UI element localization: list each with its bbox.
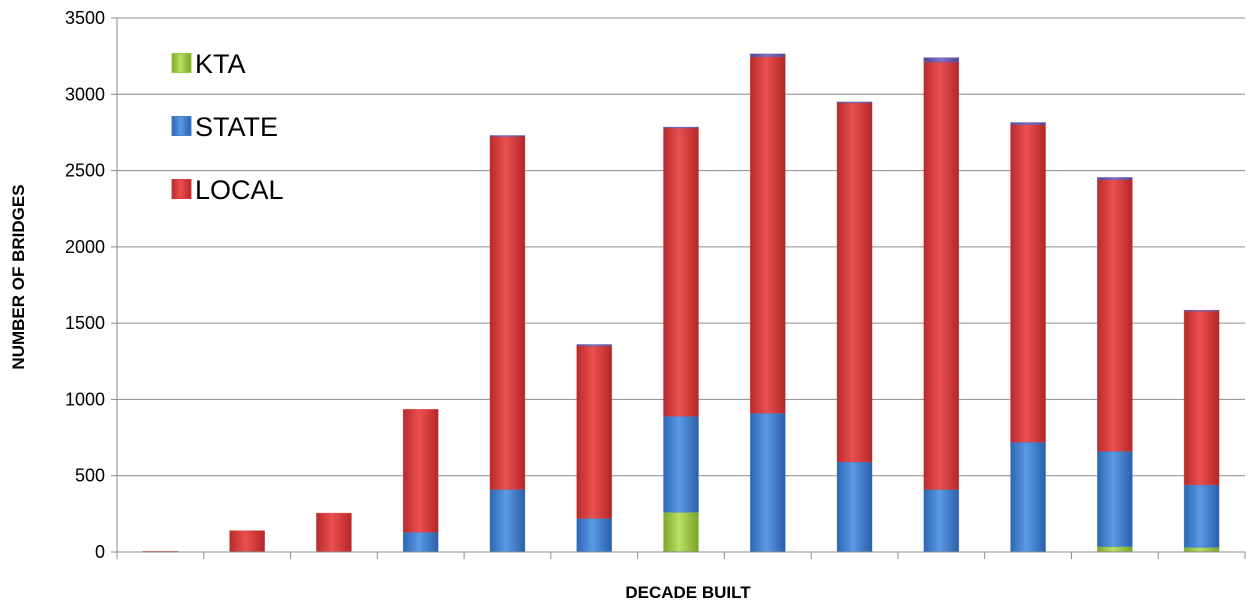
y-axis-title: NUMBER OF BRIDGES (9, 184, 28, 369)
bar-segment-kta (1183, 547, 1220, 553)
bar-segment-top (1010, 122, 1046, 126)
legend-swatch (171, 116, 192, 136)
bar-segment-state (836, 461, 873, 553)
bar-segment-state (1097, 451, 1133, 547)
y-tick-label: 3500 (65, 8, 105, 28)
bar-segment-local (489, 135, 526, 490)
bar-segment-local (749, 56, 786, 414)
legend-swatch (171, 179, 192, 199)
bar-segment-local (1183, 310, 1220, 486)
axes: 0 500 1000 1500 2000 2500 3000 3500 (65, 8, 1246, 562)
bar-segment-local (402, 409, 439, 533)
bar-segment-top (923, 57, 960, 63)
bar-segment-kta (1097, 546, 1133, 553)
bar-segment-state (749, 412, 786, 553)
legend-swatch (171, 53, 192, 73)
y-tick-label: 3000 (65, 84, 105, 104)
y-tick-label: 2500 (65, 161, 105, 181)
bar-segment-top (663, 126, 699, 129)
bar-segment-top (489, 135, 526, 137)
bar-segment-top (1097, 177, 1133, 181)
bar-segment-top (1183, 309, 1220, 312)
bars (142, 53, 1220, 553)
bar-segment-state (1183, 484, 1220, 548)
bar-segment-local (663, 127, 699, 417)
bar-segment-state (576, 518, 613, 553)
bar-segment-state (489, 489, 526, 553)
legend-label: LOCAL (195, 175, 284, 205)
legend-item-state: STATE (171, 112, 278, 142)
bar-segment-local (316, 512, 352, 553)
bar-segment-local (229, 530, 265, 553)
bar-segment-top (749, 53, 786, 58)
bar-segment-state (1010, 441, 1046, 553)
legend-label: KTA (195, 49, 246, 79)
y-tick-label: 1000 (65, 389, 105, 409)
bar-segment-kta (663, 512, 699, 553)
legend-label: STATE (195, 112, 278, 142)
y-tick-label: 2000 (65, 237, 105, 257)
bar-segment-local (1097, 179, 1133, 452)
x-axis-title: DECADE BUILT (625, 583, 751, 602)
y-tick-label: 1500 (65, 313, 105, 333)
bar-segment-top (836, 101, 873, 104)
legend-item-kta: KTA (171, 49, 246, 79)
y-tick-label: 0 (95, 542, 105, 562)
bar-segment-state (402, 531, 439, 553)
bar-segment-top (576, 344, 613, 347)
bar-segment-state (663, 415, 699, 513)
legend-item-local: LOCAL (171, 175, 284, 205)
bar-segment-state (923, 489, 960, 553)
bar-segment-local (1010, 124, 1046, 443)
legend: KTA STATE LOCAL (171, 49, 284, 205)
bar-segment-local (923, 61, 960, 490)
bar-segment-local (836, 102, 873, 463)
bar-segment-local (576, 345, 613, 519)
y-tick-label: 500 (75, 466, 105, 486)
